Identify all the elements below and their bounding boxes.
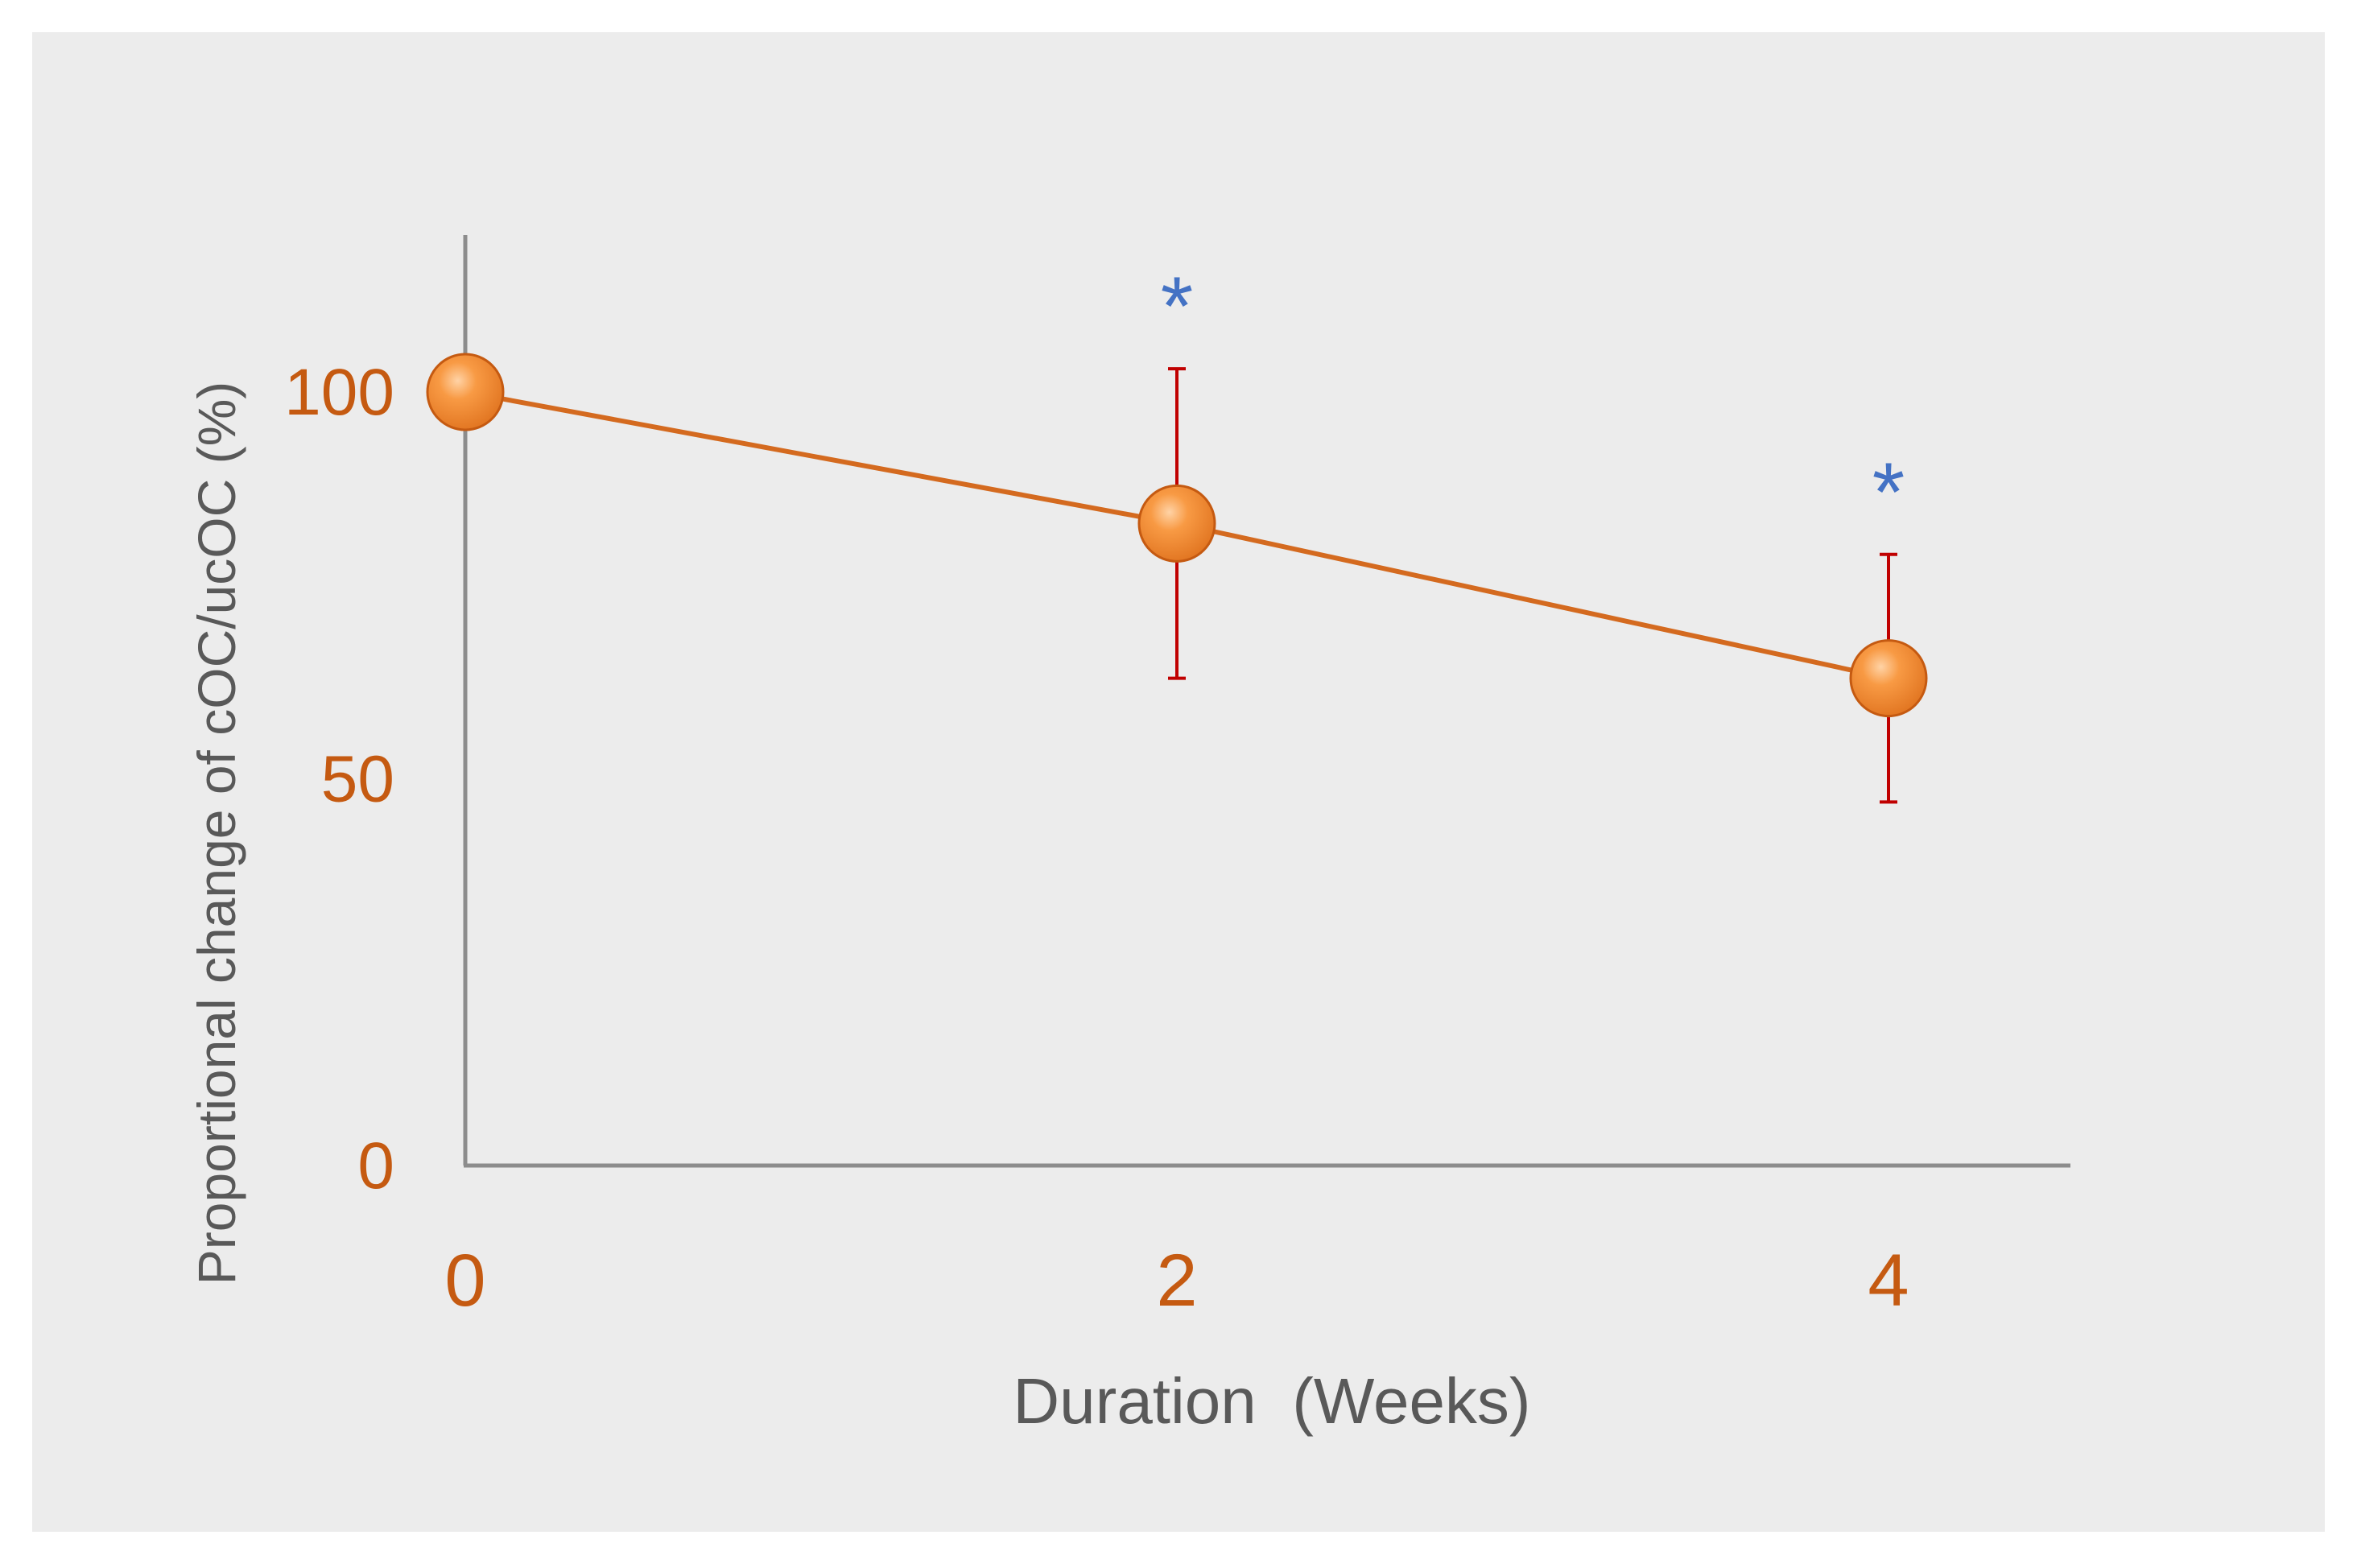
x-tick-label-0: 0 xyxy=(444,1240,485,1322)
series: ** xyxy=(426,260,1928,804)
y-tick-label-50: 50 xyxy=(321,743,394,816)
data-point-1 xyxy=(1137,484,1216,563)
x-axis-label: Duration (Weeks) xyxy=(1013,1365,1530,1437)
data-point-0 xyxy=(426,353,505,431)
y-tick-label-0: 0 xyxy=(357,1129,394,1203)
y-axis-label: Proportional change of cOC/ucOC (%) xyxy=(187,382,246,1285)
chart-background xyxy=(32,32,2325,1532)
data-point-2 xyxy=(1849,639,1928,718)
x-tick-label-4: 4 xyxy=(1868,1240,1909,1322)
tick-labels: 0 50 100 0 2 4 xyxy=(284,356,1909,1322)
x-tick-label-2: 2 xyxy=(1156,1240,1197,1322)
y-tick-label-100: 100 xyxy=(284,356,394,429)
significance-marker-1: * xyxy=(1161,260,1193,353)
significance-marker-2: * xyxy=(1872,446,1905,539)
